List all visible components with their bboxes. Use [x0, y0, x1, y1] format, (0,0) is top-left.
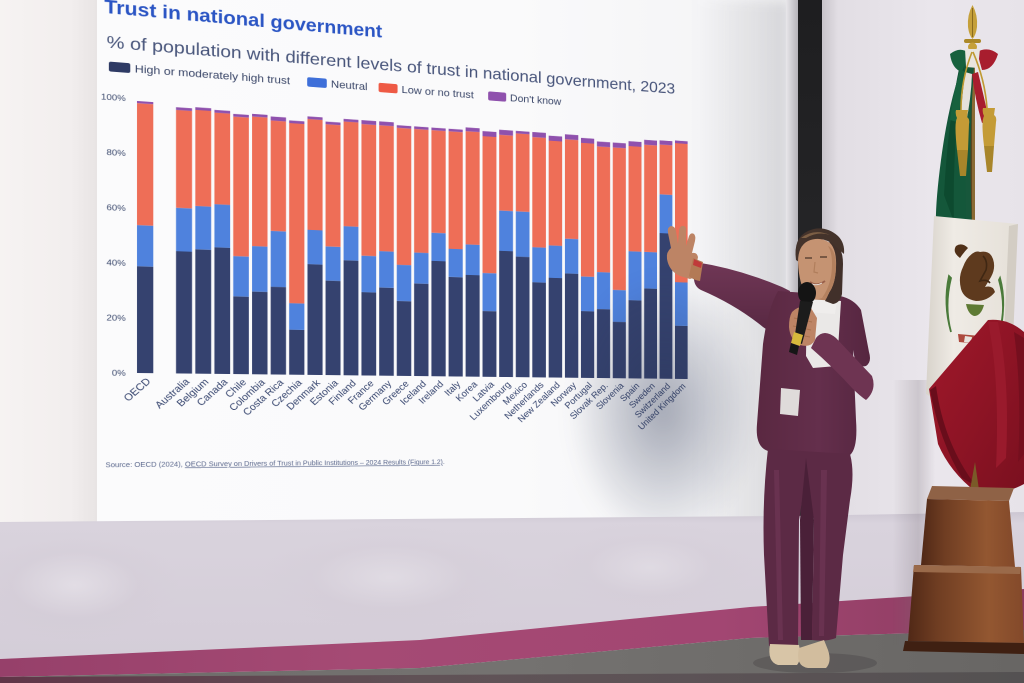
svg-text:0%: 0%: [112, 368, 126, 378]
svg-text:60%: 60%: [106, 202, 125, 213]
svg-text:Don't know: Don't know: [510, 92, 561, 107]
svg-text:Low or no trust: Low or no trust: [402, 84, 475, 101]
svg-text:High or moderately high trust: High or moderately high trust: [135, 63, 291, 87]
svg-text:20%: 20%: [106, 312, 125, 322]
svg-text:OECD: OECD: [122, 376, 154, 404]
svg-text:40%: 40%: [106, 257, 125, 268]
svg-text:Source: OECD (2024), OECD Sur: Source: OECD (2024), OECD Survey on Driv…: [105, 458, 444, 469]
svg-text:Neutral: Neutral: [331, 78, 368, 93]
svg-text:100%: 100%: [101, 91, 126, 103]
svg-text:80%: 80%: [106, 147, 125, 158]
